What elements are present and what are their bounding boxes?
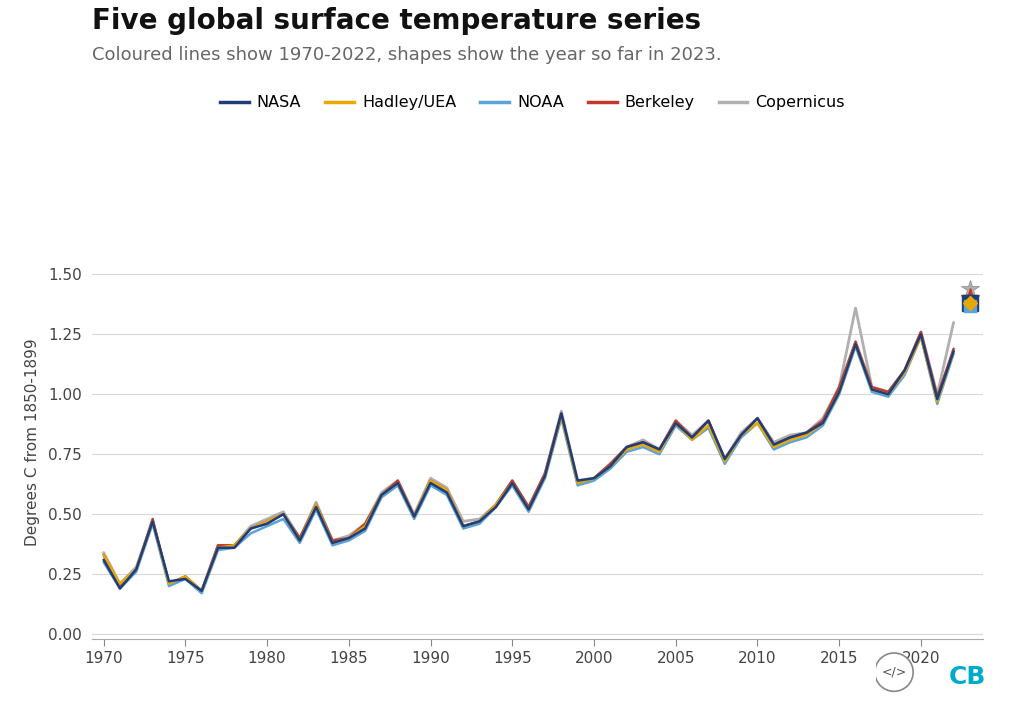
Y-axis label: Degrees C from 1850-1899: Degrees C from 1850-1899 xyxy=(25,338,40,546)
Text: CB: CB xyxy=(949,665,986,689)
Text: Coloured lines show 1970-2022, shapes show the year so far in 2023.: Coloured lines show 1970-2022, shapes sh… xyxy=(92,46,722,64)
Circle shape xyxy=(874,653,913,691)
Text: Five global surface temperature series: Five global surface temperature series xyxy=(92,7,701,35)
Legend: NASA, Hadley/UEA, NOAA, Berkeley, Copernicus: NASA, Hadley/UEA, NOAA, Berkeley, Copern… xyxy=(214,88,851,117)
Text: </>: </> xyxy=(882,665,906,679)
